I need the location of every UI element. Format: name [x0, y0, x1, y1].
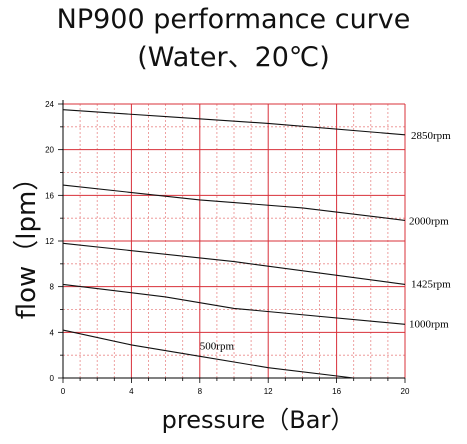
chart-subtitle: (Water、20℃)	[137, 42, 330, 73]
series-label: 2850rpm	[411, 130, 451, 142]
x-axis-title: pressure（Bar）	[162, 406, 355, 434]
y-tick-label: 8	[50, 283, 55, 292]
x-tick-label: 12	[264, 387, 273, 396]
x-tick-label: 0	[61, 387, 66, 396]
chart-title: NP900 performance curve	[56, 4, 411, 35]
axes: 0 4 8 12 16 20 0 4 8 12 16 20 24	[45, 100, 410, 396]
y-tick-label: 20	[45, 146, 54, 155]
y-axis-title: flow（lpm）	[12, 165, 42, 320]
series-label: 2000rpm	[409, 215, 449, 227]
labels: 2850rpm 2000rpm 1425rpm 1000rpm 500rpm	[200, 130, 451, 353]
y-tick-label: 12	[45, 237, 54, 246]
series-line	[62, 242, 406, 285]
grid	[63, 103, 406, 378]
y-tick-label: 24	[45, 100, 54, 109]
x-tick-label: 4	[129, 387, 134, 396]
series-line	[62, 109, 406, 136]
x-tick-label: 16	[332, 387, 341, 396]
x-tick-label: 20	[401, 387, 410, 396]
series-label: 1425rpm	[411, 278, 451, 290]
series-label: 1000rpm	[409, 318, 449, 330]
series-line	[62, 329, 354, 379]
series-lines	[62, 109, 406, 379]
series-line	[62, 283, 406, 325]
series-line	[62, 184, 406, 221]
y-tick-label: 0	[50, 374, 55, 383]
series-label: 500rpm	[200, 340, 235, 352]
y-tick-label: 16	[45, 191, 54, 200]
y-tick-label: 4	[50, 328, 55, 337]
x-tick-label: 8	[198, 387, 203, 396]
